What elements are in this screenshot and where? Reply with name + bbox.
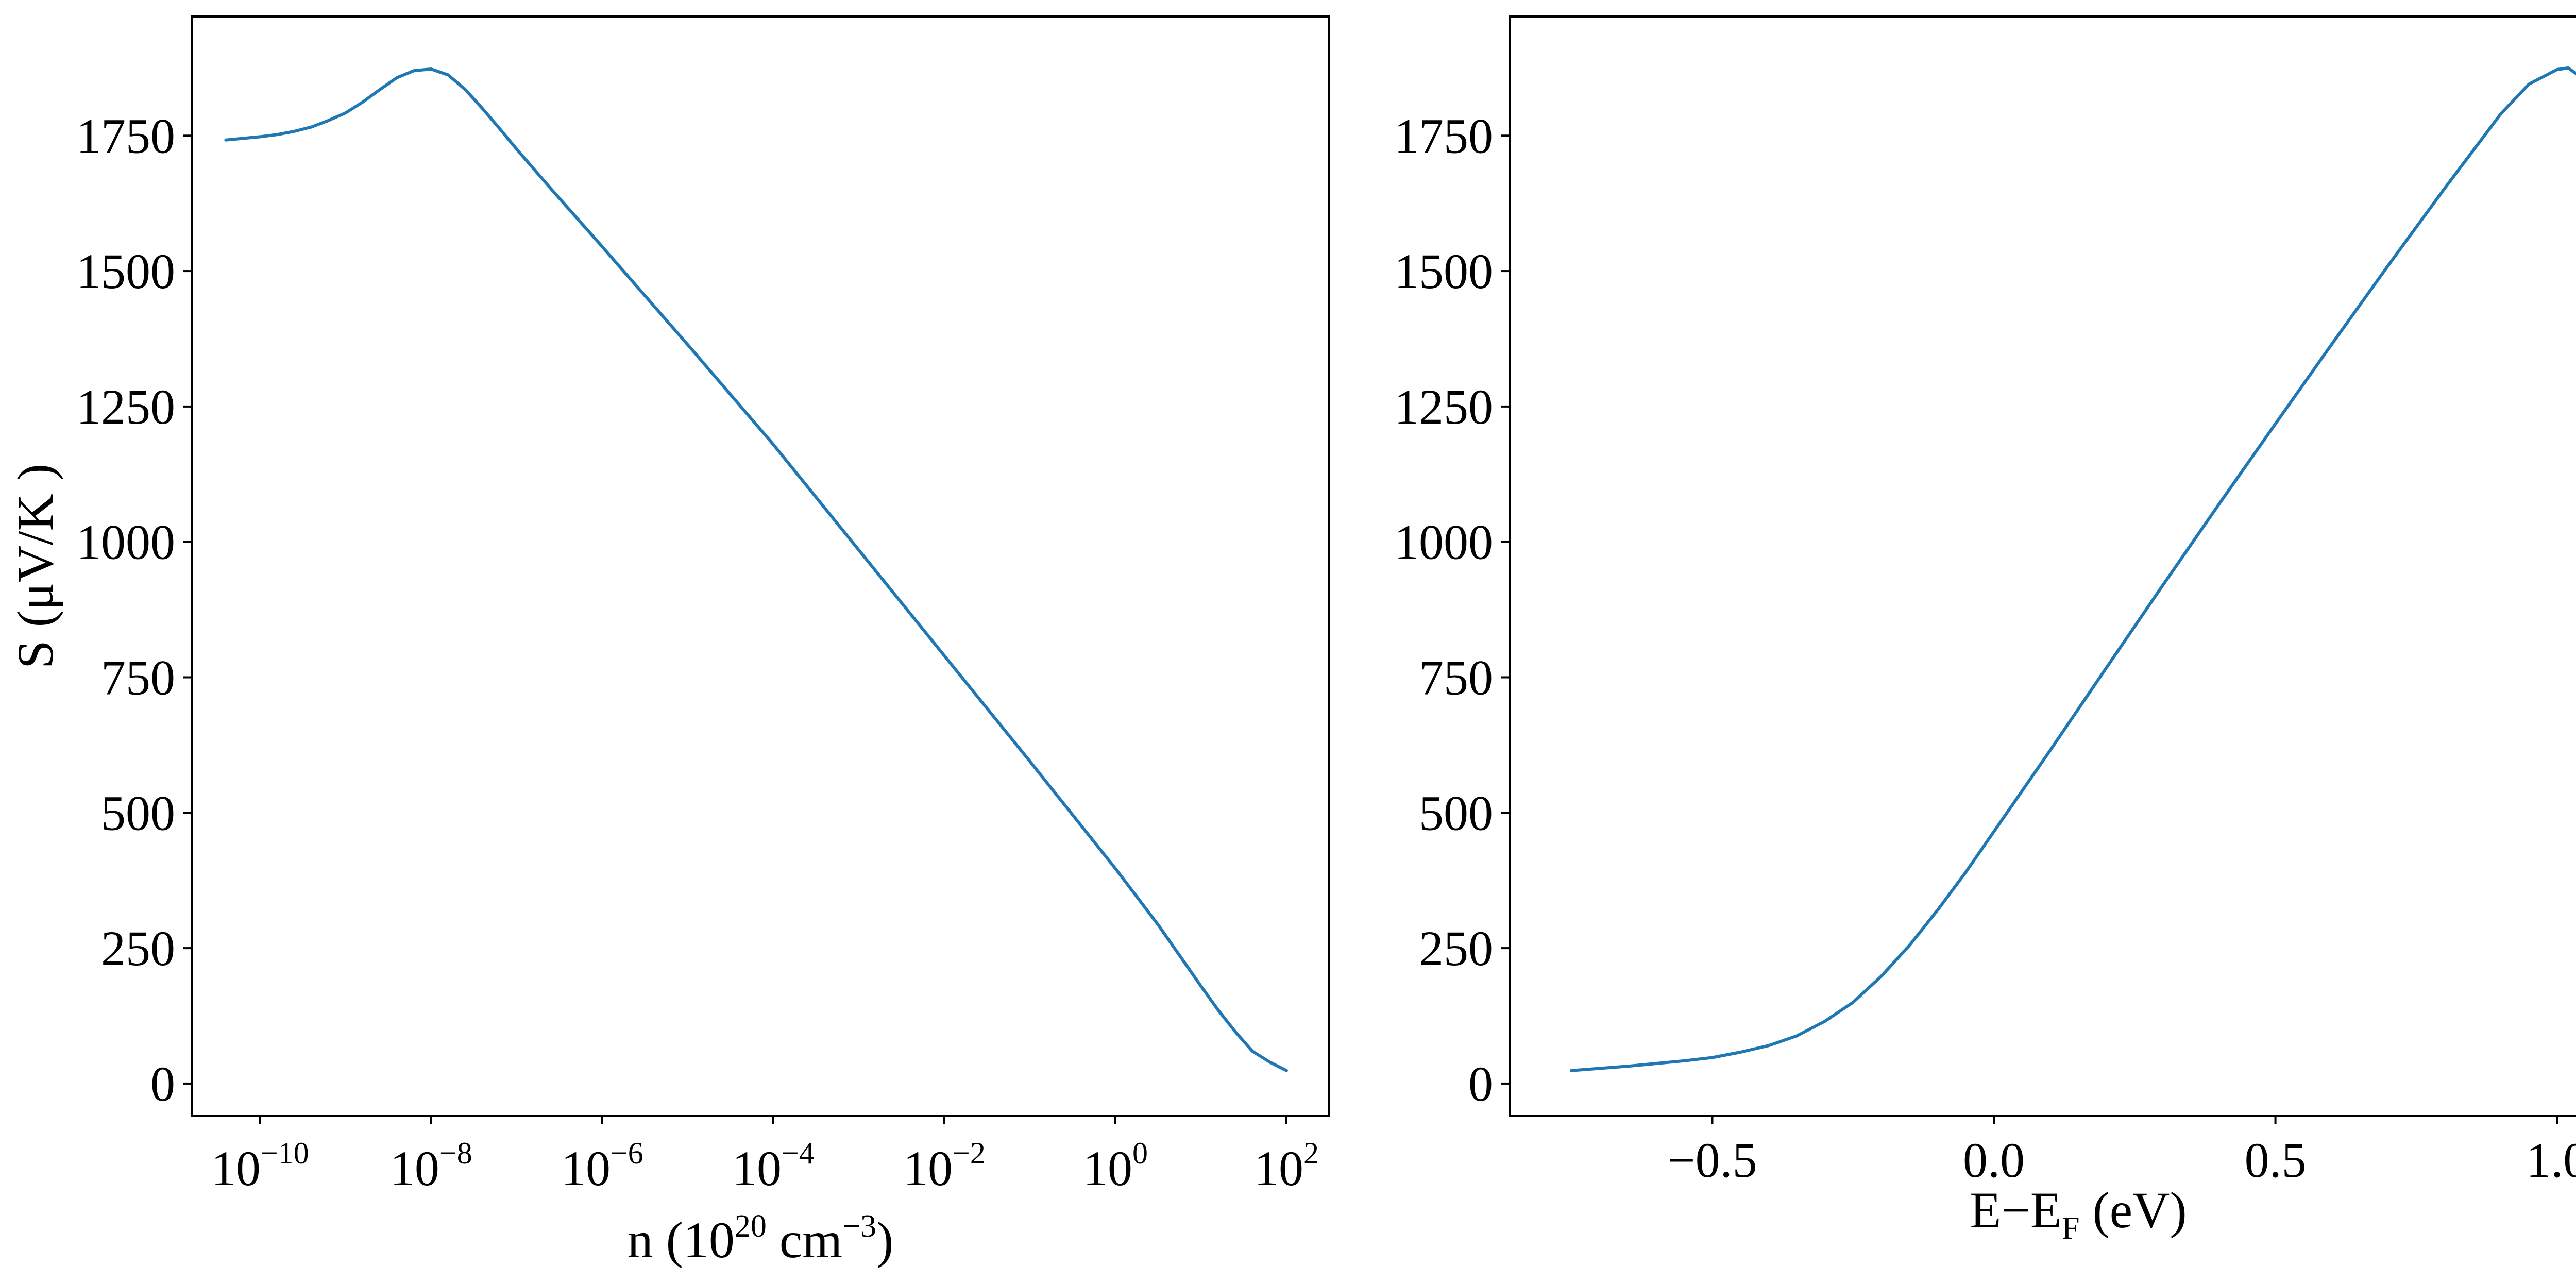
right-series-line [1570, 66, 2576, 1072]
right-x-axis-label: E−EF (eV) [1970, 1181, 2187, 1246]
left-y-tick-label: 500 [101, 785, 175, 840]
right-plot-frame [1509, 15, 2576, 1117]
left-y-axis-label: S (μV/K ) [7, 464, 64, 669]
left-x-axis-label: n (1020 cm−3) [628, 1209, 894, 1269]
left-y-tick-label: 250 [101, 921, 175, 976]
left-y-tick-label: 1500 [76, 244, 175, 299]
left-plot-frame [191, 15, 1330, 1117]
right-y-tick-label: 1000 [1394, 515, 1493, 570]
left-x-tick-label: 10−4 [732, 1136, 815, 1196]
right-y-tick-label: 250 [1419, 921, 1493, 976]
right-x-tick-label: 1.0 [2526, 1133, 2576, 1188]
left-series-line [224, 67, 1288, 1072]
right-x-tick-label: 0.5 [2245, 1133, 2307, 1188]
right-y-tick-label: 1750 [1394, 108, 1493, 163]
left-y-tick-label: 750 [101, 650, 175, 705]
left-y-tick-label: 1750 [76, 108, 175, 163]
right-y-tick-label: 500 [1419, 785, 1493, 840]
right-x-tick-label: 0.0 [1963, 1133, 2025, 1188]
right-y-tick-label: 0 [1468, 1056, 1493, 1111]
left-x-tick-label: 10−2 [903, 1136, 986, 1196]
left-y-tick-label: 1250 [76, 379, 175, 434]
left-x-tick-label: 100 [1083, 1136, 1148, 1196]
left-x-tick-label: 10−8 [390, 1136, 472, 1196]
right-y-tick-label: 1500 [1394, 244, 1493, 299]
left-y-tick-label: 0 [150, 1056, 175, 1111]
left-y-tick-label: 1000 [76, 515, 175, 570]
right-y-tick-label: 1250 [1394, 379, 1493, 434]
right-x-tick-label: −0.5 [1667, 1133, 1757, 1188]
left-x-tick-label: 102 [1254, 1136, 1319, 1196]
left-x-tick-label: 10−6 [561, 1136, 643, 1196]
right-y-tick-label: 750 [1419, 650, 1493, 705]
left-x-tick-label: 10−10 [211, 1136, 309, 1196]
left-chart: 0 250 500 750 1000 1250 1500 1750 10−10 10−8 10−6 1… [7, 15, 1330, 1269]
